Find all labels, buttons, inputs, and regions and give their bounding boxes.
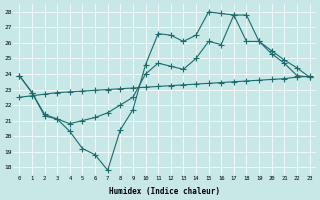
X-axis label: Humidex (Indice chaleur): Humidex (Indice chaleur) bbox=[109, 187, 220, 196]
